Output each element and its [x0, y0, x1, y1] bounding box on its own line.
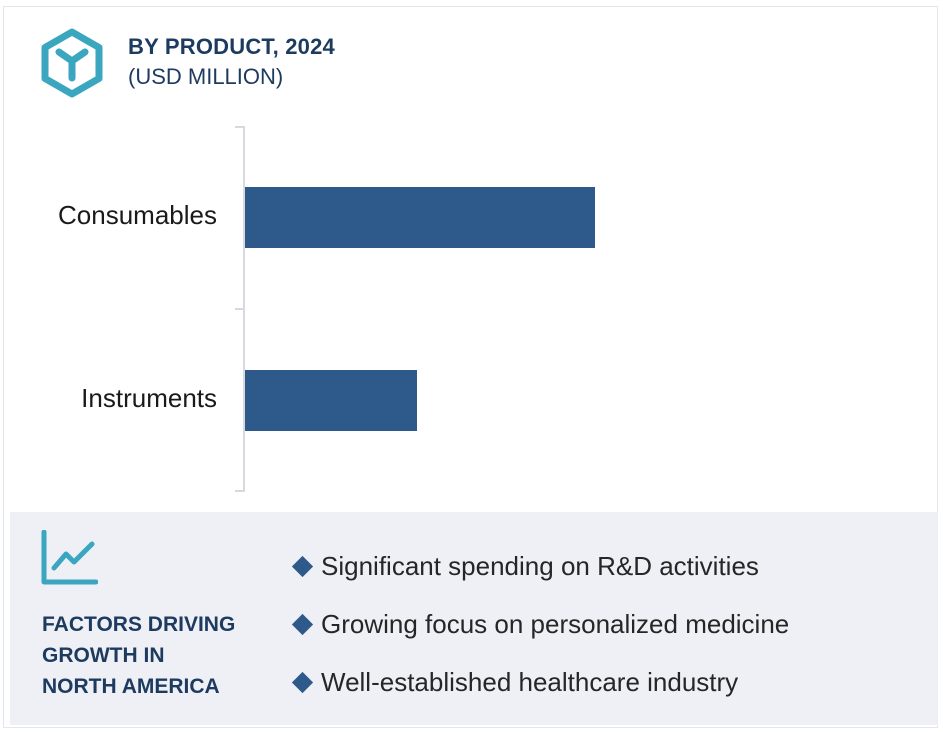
bar-consumables: [245, 187, 595, 248]
factors-heading-line: NORTH AMERICA: [42, 675, 220, 698]
factors-heading-line: FACTORS DRIVING: [42, 613, 236, 636]
factor-item: Significant spending on R&D activities: [291, 551, 759, 582]
bar-instruments: [245, 370, 417, 431]
chart-subtitle: (USD MILLION): [128, 64, 284, 89]
category-axis: [243, 126, 245, 492]
factor-item: Well-established healthcare industry: [291, 667, 739, 698]
axis-tick: [235, 490, 244, 492]
diamond-bullet-icon: [291, 556, 314, 578]
factor-text: Growing focus on personalized medicine: [321, 609, 790, 639]
axis-tick: [235, 126, 244, 128]
factor-item: Growing focus on personalized medicine: [291, 609, 790, 640]
factor-text: Well-established healthcare industry: [321, 667, 739, 697]
chart-title: BY PRODUCT, 2024: [128, 34, 335, 59]
box-icon: [41, 28, 103, 98]
factors-heading: FACTORS DRIVING GROWTH IN NORTH AMERICA: [42, 609, 272, 702]
diamond-bullet-icon: [291, 672, 314, 694]
diamond-bullet-icon: [291, 614, 314, 636]
factors-panel: [10, 512, 938, 725]
axis-tick: [235, 308, 244, 310]
category-label-instruments: Instruments: [81, 383, 217, 413]
factor-text: Significant spending on R&D activities: [321, 551, 759, 581]
factors-heading-line: GROWTH IN: [42, 644, 165, 667]
category-label-consumables: Consumables: [58, 200, 217, 230]
trend-chart-icon: [41, 530, 98, 585]
